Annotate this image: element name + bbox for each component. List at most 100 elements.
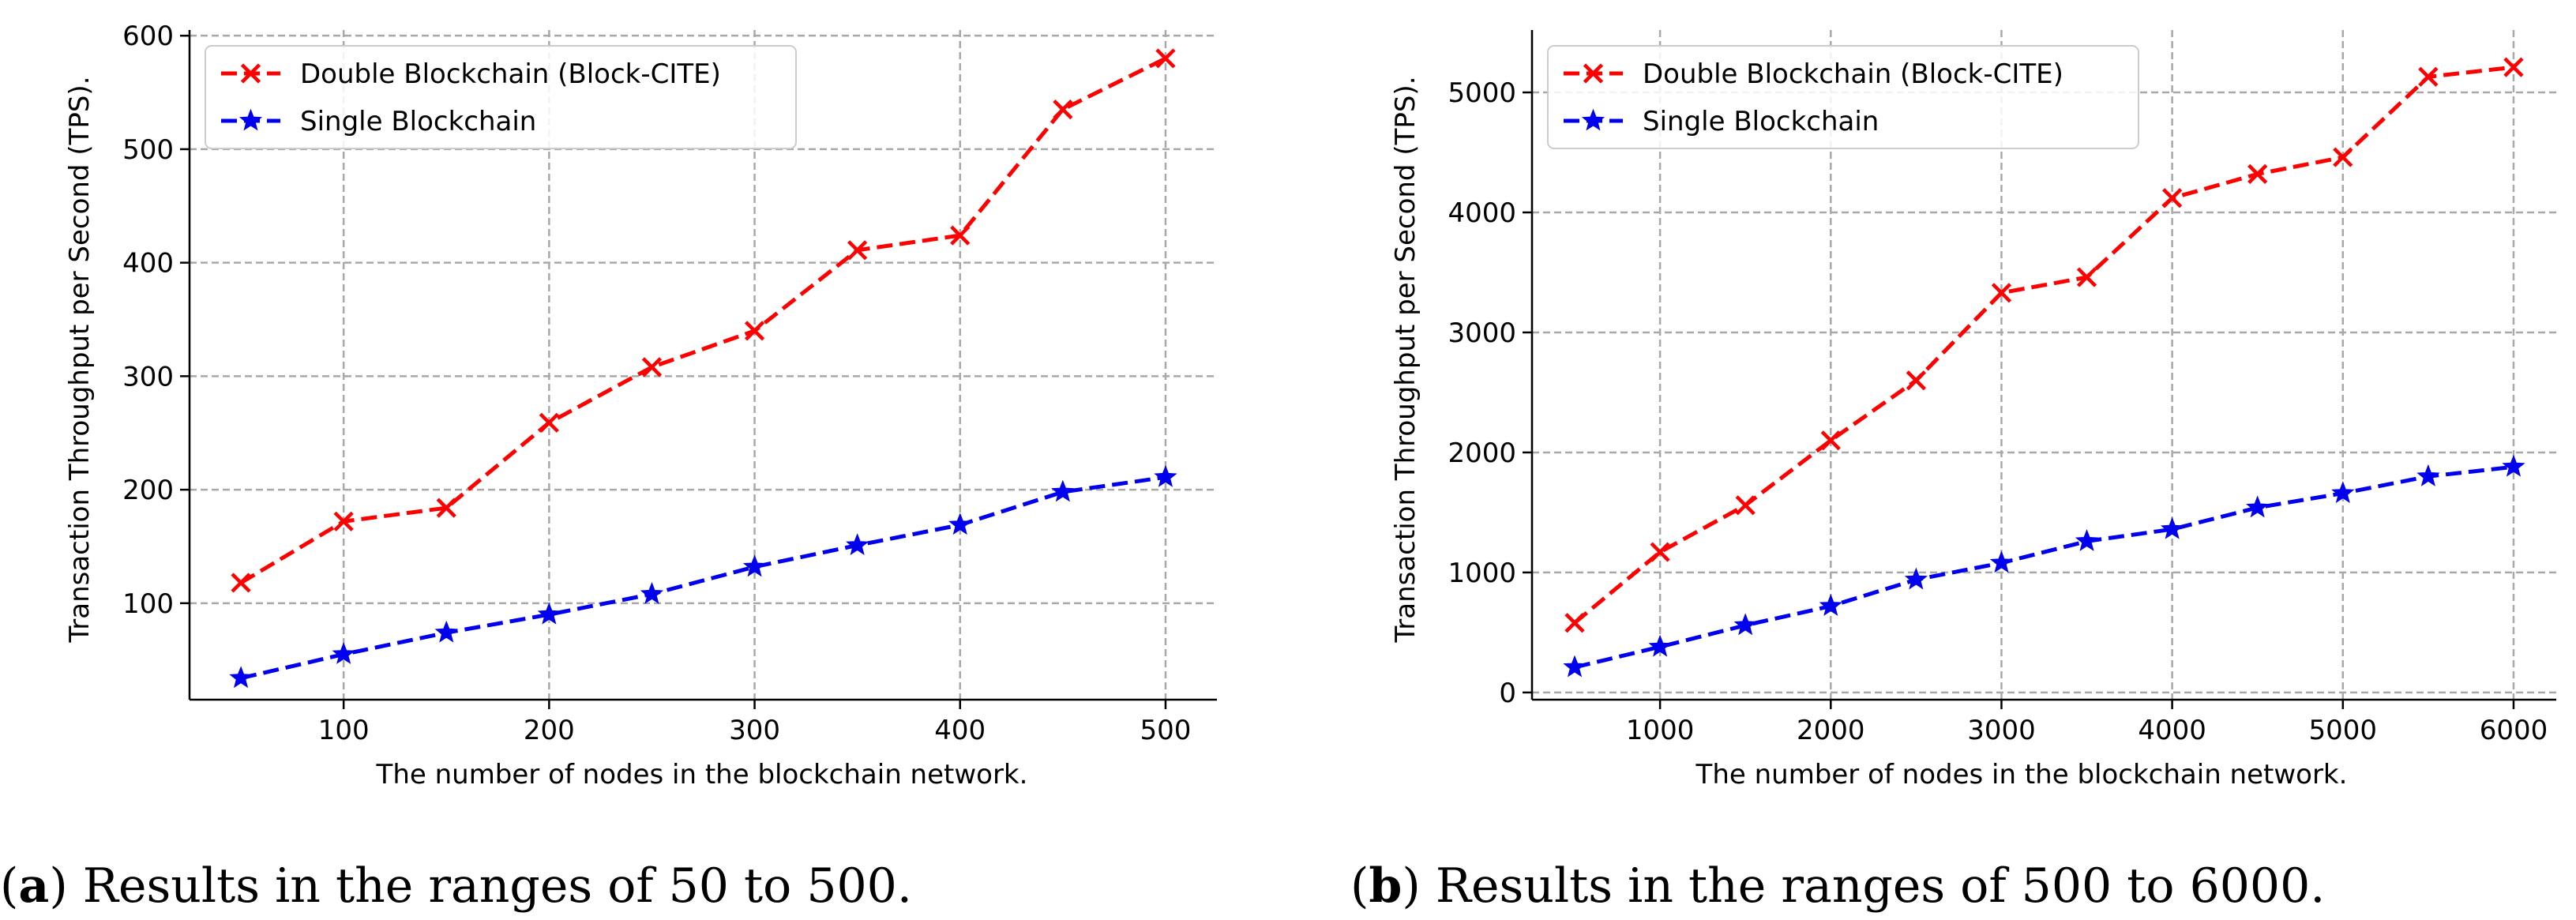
panel-b-series-1-point-7 bbox=[2160, 516, 2184, 539]
panel-a-legend-label-1: Single Blockchain bbox=[300, 106, 536, 137]
panel-a-xlabel: The number of nodes in the blockchain ne… bbox=[376, 759, 1028, 790]
panel-a-xtick-label-500: 500 bbox=[1140, 715, 1191, 746]
panel-b-legend-frame bbox=[1547, 45, 2139, 149]
panel-b-xtick-label-1000: 1000 bbox=[1626, 715, 1695, 746]
panel-b-series-0-point-7 bbox=[2162, 188, 2183, 208]
panel-a-caption-letter: a bbox=[18, 858, 49, 914]
panel-a-series-1-point-4 bbox=[640, 581, 664, 604]
panel-b-series-0-point-8 bbox=[2247, 163, 2268, 184]
panel-a-series-0-point-9 bbox=[1155, 48, 1176, 69]
panel-b-series-1-point-0 bbox=[1563, 655, 1587, 678]
panel-b-caption-text: Results in the ranges of 500 to 6000. bbox=[1421, 858, 2326, 914]
panel-b-series-0-point-0 bbox=[1564, 613, 1585, 633]
panel-b-series-0-point-4 bbox=[1906, 370, 1926, 391]
panel-a-legend-marker-0 bbox=[240, 63, 261, 84]
panel-a-xtick-label-300: 300 bbox=[729, 715, 780, 746]
panel-b-series-1-point-1 bbox=[1648, 634, 1672, 657]
panel-b-ytick-label-4000: 4000 bbox=[1448, 197, 1516, 229]
panel-b-legend-marker-1 bbox=[1581, 108, 1605, 131]
panel-b-series-0-point-9-stroke-b bbox=[2333, 147, 2353, 167]
panel-a-xtick-label-100: 100 bbox=[318, 715, 370, 746]
panel-b-ytick-label-1000: 1000 bbox=[1448, 558, 1516, 589]
panel-b-caption-letter: b bbox=[1369, 858, 1402, 914]
panel-a-xtick-label-400: 400 bbox=[934, 715, 986, 746]
panel-a: Transaction Throughput per Second (TPS).… bbox=[0, 21, 1217, 914]
panel-b-series-0-point-11 bbox=[2503, 57, 2524, 77]
panel-b-series-0-point-1 bbox=[1650, 542, 1670, 562]
panel-a-series-1-point-2 bbox=[434, 620, 458, 643]
panel-b-xtick-label-5000: 5000 bbox=[2309, 715, 2378, 746]
panel-a-series-1-point-0 bbox=[229, 666, 253, 689]
panel-b-caption: (b) Results in the ranges of 500 to 6000… bbox=[1350, 858, 2325, 914]
panel-b-series-1-point-3 bbox=[1819, 594, 1842, 616]
panel-b-ytick-label-3000: 3000 bbox=[1448, 317, 1516, 349]
panel-b-ytick-label-2000: 2000 bbox=[1448, 437, 1516, 469]
panel-a-caption-text: Results in the ranges of 50 to 500. bbox=[68, 858, 912, 914]
panel-a-series-0-point-9-stroke-b bbox=[1155, 48, 1176, 69]
panel-a-series-0-point-7-stroke-b bbox=[950, 225, 971, 246]
panel-a-series-1-point-8 bbox=[1051, 479, 1075, 502]
panel-b-series-single-blockchain bbox=[1563, 454, 2525, 678]
panel-a-series-0-point-2-stroke-b bbox=[436, 498, 456, 518]
panel-b: Transaction Throughput per Second (TPS).… bbox=[1350, 30, 2556, 914]
panel-a-legend-label-0: Double Blockchain (Block-CITE) bbox=[300, 58, 721, 90]
panel-a-ytick-label-400: 400 bbox=[122, 248, 174, 280]
panel-b-series-1-point-10 bbox=[2416, 464, 2440, 486]
panel-a-series-0-point-4 bbox=[641, 357, 663, 377]
panel-a-series-0-point-1-stroke-b bbox=[333, 511, 354, 531]
panel-a-series-0-point-7 bbox=[950, 225, 971, 246]
panel-b-series-0-point-10 bbox=[2418, 66, 2439, 87]
panel-b-series-1-point-4 bbox=[1904, 567, 1928, 590]
panel-a-series-double-blockchain bbox=[231, 48, 1176, 593]
panel-a-series-0-point-6 bbox=[847, 240, 868, 261]
panel-b-series-1-point-5 bbox=[1989, 550, 2014, 573]
panel-a-series-0-point-4-stroke-b bbox=[641, 357, 663, 377]
panel-a-legend-marker-0-stroke-b bbox=[240, 63, 261, 84]
panel-a-ytick-label-600: 600 bbox=[122, 21, 174, 52]
panel-b-xtick-label-6000: 6000 bbox=[2480, 715, 2548, 746]
panel-a-legend: Double Blockchain (Block-CITE) Single Blo… bbox=[205, 45, 797, 149]
panel-a-ticks: 100 200 300 400 500 100 200 300 400 500 600 bbox=[122, 21, 1191, 746]
panel-a-ytick-label-500: 500 bbox=[122, 134, 174, 166]
panel-b-series-0-point-2 bbox=[1735, 495, 1756, 516]
panel-a-series-0-point-1 bbox=[333, 511, 354, 531]
panel-b-series-0-point-3-stroke-b bbox=[1820, 430, 1841, 451]
panel-a-series-0-point-3 bbox=[539, 412, 559, 433]
panel-a-series-1-point-5 bbox=[742, 554, 767, 577]
panel-a-series-0-point-3-stroke-b bbox=[539, 412, 559, 433]
panel-b-series-0-point-1-stroke-b bbox=[1650, 542, 1670, 562]
panel-a-ytick-label-100: 100 bbox=[122, 588, 174, 620]
panel-b-series-0-point-9 bbox=[2333, 147, 2353, 167]
panel-b-series-line-0 bbox=[1573, 65, 2514, 625]
panel-b-series-1-point-9 bbox=[2331, 481, 2355, 504]
panel-a-series-1-point-3 bbox=[537, 602, 561, 625]
panel-a-series-0-point-8 bbox=[1053, 100, 1073, 120]
panel-b-series-0-point-0-stroke-b bbox=[1564, 613, 1585, 633]
panel-a-ytick-label-300: 300 bbox=[122, 361, 174, 392]
panel-b-series-0-point-7-stroke-b bbox=[2162, 188, 2183, 208]
panel-b-series-1-point-6 bbox=[2075, 529, 2099, 551]
panel-a-series-1-point-1 bbox=[332, 642, 355, 664]
panel-b-ticks: 1000 2000 3000 4000 5000 6000 0 1000 2000 3000 400… bbox=[1448, 77, 2548, 746]
panel-b-legend: Double Blockchain (Block-CITE) Single Blo… bbox=[1547, 45, 2139, 149]
panel-b-series-0-point-11-stroke-b bbox=[2503, 57, 2524, 77]
panel-a-series-1-point-7 bbox=[948, 513, 972, 535]
panel-b-xtick-label-2000: 2000 bbox=[1797, 715, 1865, 746]
panel-a-legend-frame bbox=[205, 45, 797, 149]
panel-b-series-1-point-8 bbox=[2246, 495, 2270, 518]
panel-b-series-double-blockchain bbox=[1564, 57, 2524, 633]
panel-b-legend-marker-0-stroke-b bbox=[1583, 63, 1604, 84]
panel-a-xtick-label-200: 200 bbox=[524, 715, 575, 746]
panel-b-legend-label-0: Double Blockchain (Block-CITE) bbox=[1643, 58, 2063, 90]
panel-a-ytick-label-200: 200 bbox=[122, 475, 174, 506]
panel-a-series-0-point-6-stroke-b bbox=[847, 240, 868, 261]
panel-b-series-1-point-11 bbox=[2502, 454, 2525, 477]
panel-a-series-0-point-5 bbox=[744, 321, 765, 341]
panel-a-series-0-point-0 bbox=[231, 573, 251, 593]
panel-b-series-0-point-5-stroke-b bbox=[1991, 283, 2012, 303]
panel-a-series-line-0 bbox=[239, 56, 1167, 585]
panel-a-series-0-point-8-stroke-b bbox=[1053, 100, 1073, 120]
panel-b-xtick-label-3000: 3000 bbox=[1967, 715, 2036, 746]
panel-b-legend-marker-0 bbox=[1583, 63, 1604, 84]
